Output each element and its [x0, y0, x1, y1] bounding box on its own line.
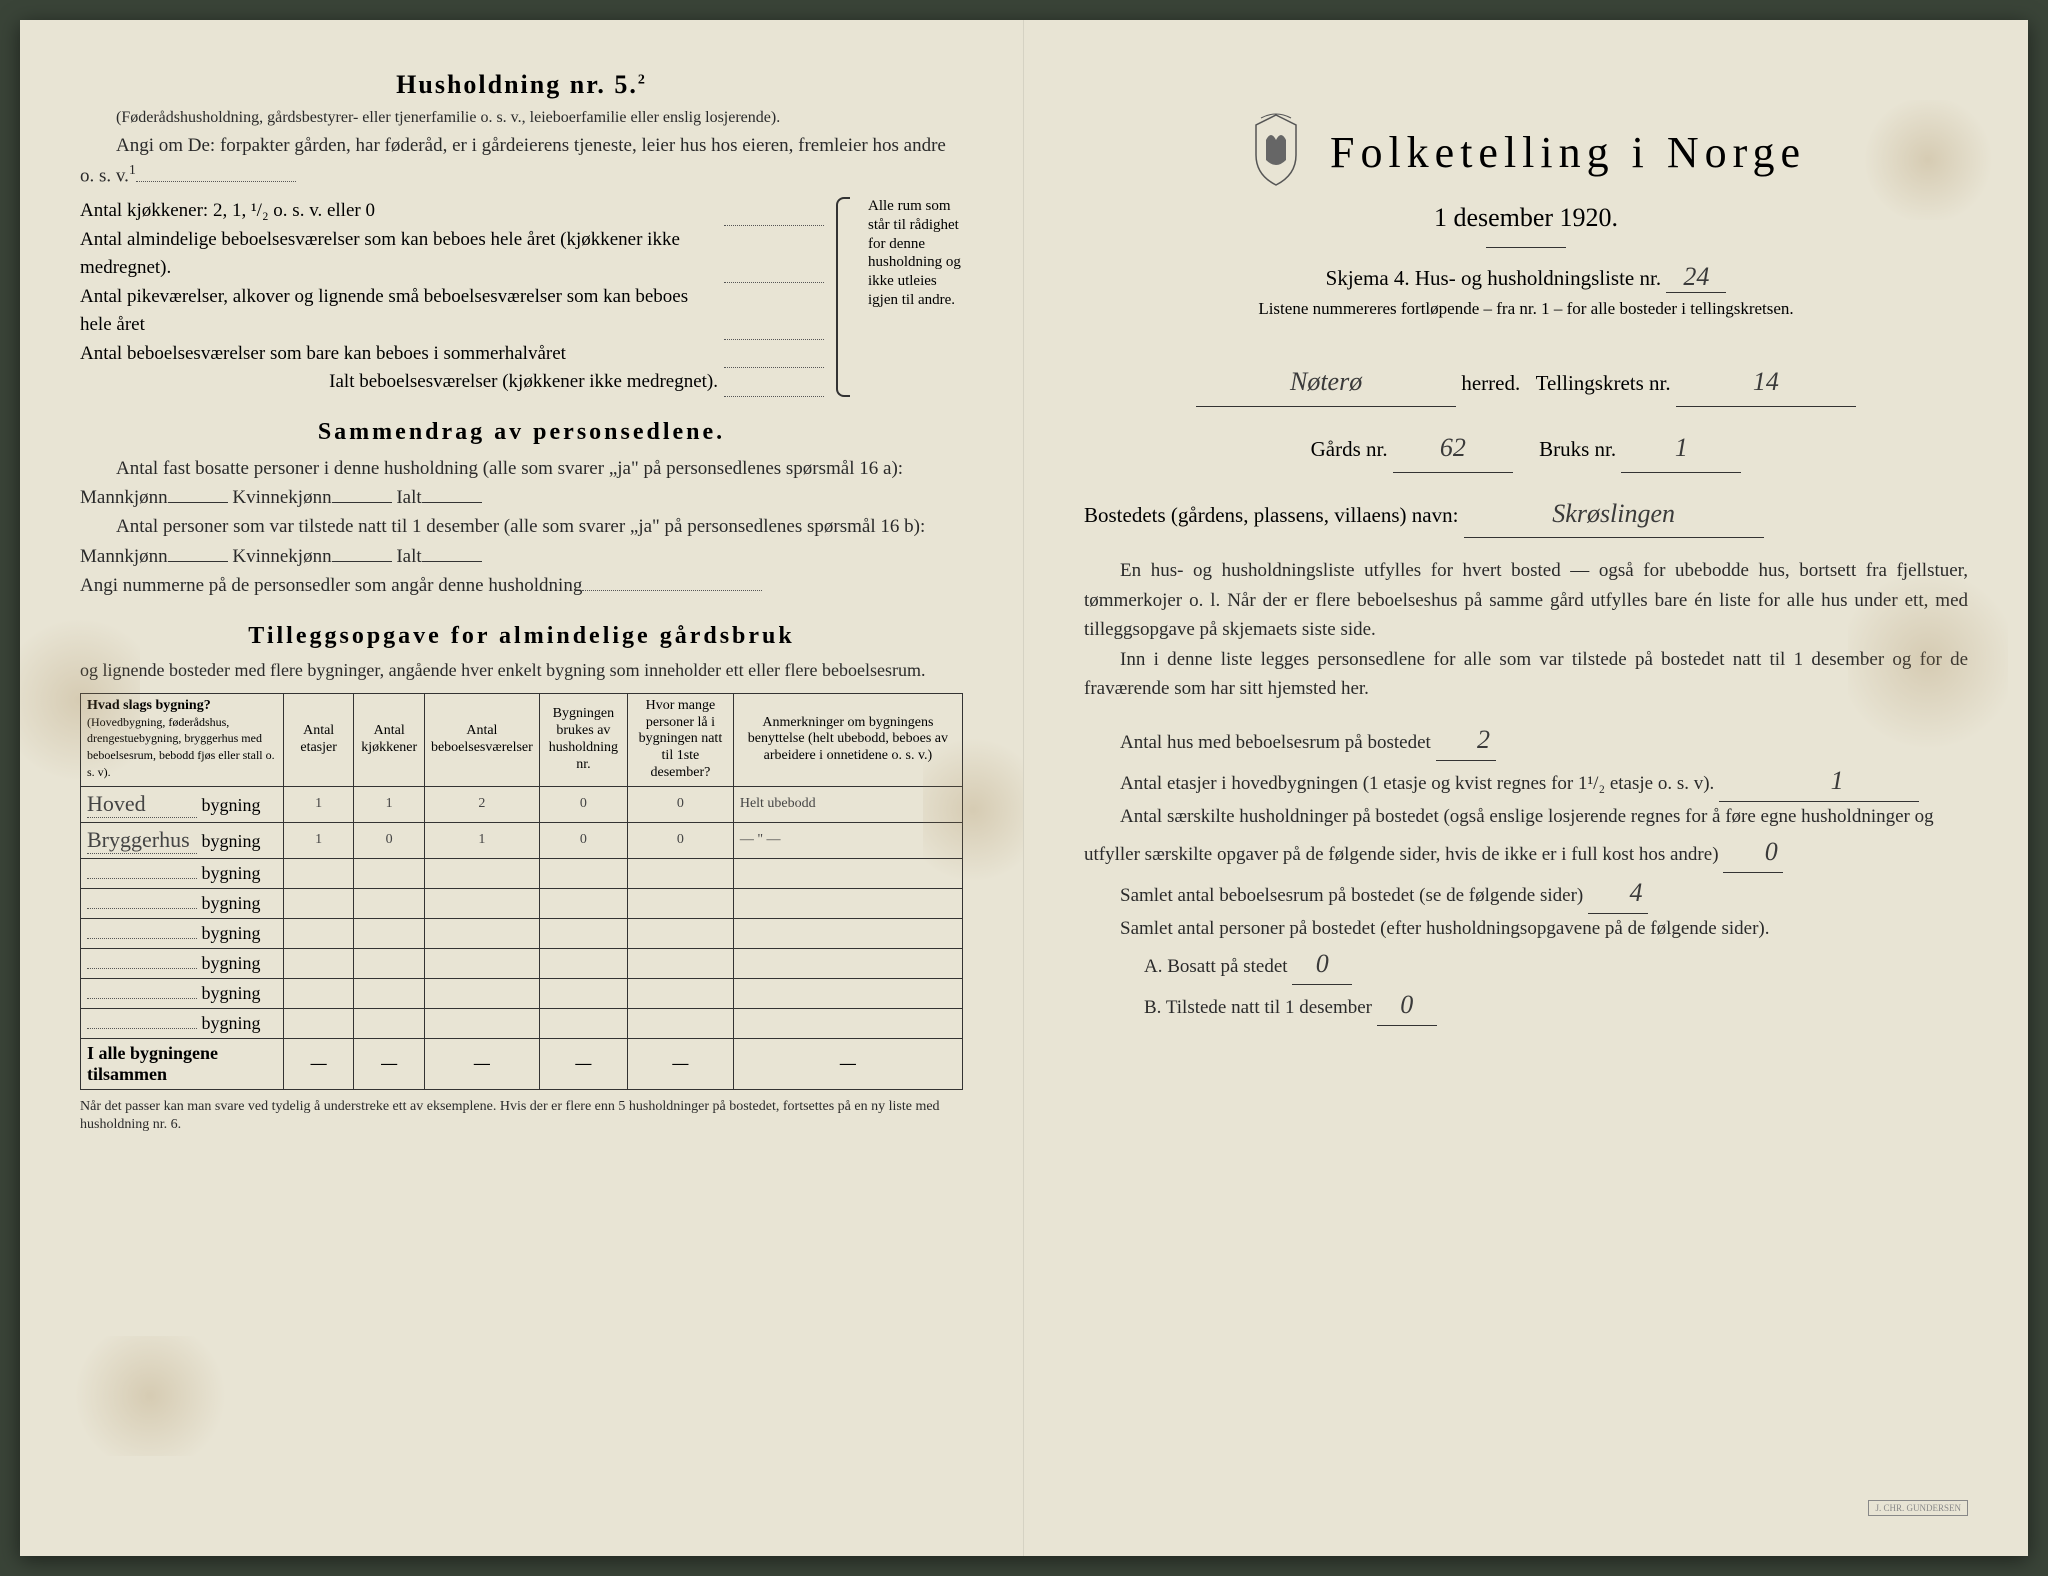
household-desc: (Føderådshusholdning, gårdsbestyrer- ell… [80, 106, 963, 131]
right-page: Folketelling i Norge 1 desember 1920. Sk… [1024, 20, 2028, 1556]
summary-row: Samlet antal beboelsesrum på bostedet (s… [1084, 873, 1968, 914]
household-title: Husholdning nr. 5.2 [80, 70, 963, 100]
divider [1486, 247, 1566, 248]
brace-icon [836, 197, 850, 397]
left-page: Husholdning nr. 5.2 (Føderådshusholdning… [20, 20, 1024, 1556]
summary-b: B. Tilstede natt til 1 desember 0 [1144, 985, 1968, 1026]
bosted-value: Skrøslingen [1464, 491, 1764, 539]
table-row: bygning [81, 858, 963, 888]
bosted-row: Bostedets (gårdens, plassens, villaens) … [1084, 491, 1968, 539]
skjema-line: Skjema 4. Hus- og husholdningsliste nr. … [1084, 262, 1968, 293]
room-line: Antal almindelige beboelsesværelser som … [80, 226, 718, 283]
bruks-number: 1 [1621, 425, 1741, 473]
kitchens-line: Antal kjøkkener: 2, 1, ¹/₂ o. s. v. elle… [80, 197, 718, 226]
table-row: bygning [81, 948, 963, 978]
table-header: Anmerkninger om bygningens benyttelse (h… [733, 693, 962, 786]
angi-line: Angi om De: forpakter gården, har føderå… [80, 131, 963, 191]
coat-of-arms-icon [1246, 110, 1306, 195]
summary-row: Antal særskilte husholdninger på bostede… [1084, 802, 1968, 873]
table-row: Hoved bygning11200Helt ubebodd [81, 786, 963, 822]
room-total-line: Ialt beboelsesværelser (kjøkkener ikke m… [80, 368, 718, 397]
tillegg-title: Tilleggsopgave for almindelige gårdsbruk [80, 623, 963, 650]
summary-a: A. Bosatt på stedet 0 [1144, 944, 1968, 985]
table-header: Hvad slags bygning? (Hovedbygning, føder… [81, 693, 284, 786]
table-header: Antal etasjer [283, 693, 354, 786]
sammendrag-line: Antal personer som var tilstede natt til… [80, 512, 963, 571]
skjema-number: 24 [1666, 262, 1726, 293]
subtitle: 1 desember 1920. [1084, 203, 1968, 233]
sammendrag-line: Angi nummerne på de personsedler som ang… [80, 571, 963, 600]
table-row: bygning [81, 918, 963, 948]
table-row: bygning [81, 978, 963, 1008]
table-row: bygning [81, 1008, 963, 1038]
tillegg-desc: og lignende bosteder med flere bygninger… [80, 658, 963, 683]
krets-number: 14 [1676, 359, 1856, 407]
document-spread: Husholdning nr. 5.2 (Føderådshusholdning… [20, 20, 2028, 1556]
table-row: bygning [81, 888, 963, 918]
listene-note: Listene nummereres fortløpende – fra nr.… [1084, 299, 1968, 319]
herred-value: Nøterø [1196, 359, 1456, 407]
rooms-block: Antal kjøkkener: 2, 1, ¹/₂ o. s. v. elle… [80, 197, 963, 397]
footnote: Når det passer kan man svare ved tydelig… [80, 1098, 963, 1134]
table-total-row: I alle bygningene tilsammen — — — — — — [81, 1038, 963, 1089]
table-header: Antal beboelsesværelser [424, 693, 539, 786]
summary-row: Samlet antal personer på bostedet (efter… [1084, 914, 1968, 943]
gards-row: Gårds nr. 62 Bruks nr. 1 [1084, 425, 1968, 473]
herred-row: Nøterø herred. Tellingskrets nr. 14 [1084, 359, 1968, 407]
summary-row: Antal etasjer i hovedbygningen (1 etasje… [1084, 761, 1968, 802]
table-header: Antal kjøkkener [354, 693, 425, 786]
room-line: Antal pikeværelser, alkover og lignende … [80, 283, 718, 340]
brace-text: Alle rum som står til rådighet for denne… [868, 197, 963, 397]
summary-row: Antal hus med beboelsesrum på bostedet 2 [1084, 720, 1968, 761]
body-text: En hus- og husholdningsliste utfylles fo… [1084, 556, 1968, 703]
form-header: Folketelling i Norge 1 desember 1920. Sk… [1084, 110, 1968, 319]
table-header: Bygningen brukes av husholdning nr. [539, 693, 627, 786]
sammendrag-title: Sammendrag av personsedlene. [80, 419, 963, 446]
table-header: Hvor mange personer lå i bygningen natt … [628, 693, 734, 786]
sammendrag-line: Antal fast bosatte personer i denne hush… [80, 454, 963, 513]
printer-stamp: J. CHR. GUNDERSEN [1868, 1500, 1968, 1516]
main-title: Folketelling i Norge [1330, 127, 1806, 178]
gards-number: 62 [1393, 425, 1513, 473]
table-row: Bryggerhus bygning10100— " — [81, 822, 963, 858]
summary-block: Antal hus med beboelsesrum på bostedet 2… [1084, 720, 1968, 1027]
buildings-table: Hvad slags bygning? (Hovedbygning, føder… [80, 693, 963, 1090]
room-line: Antal beboelsesværelser som bare kan beb… [80, 340, 718, 369]
